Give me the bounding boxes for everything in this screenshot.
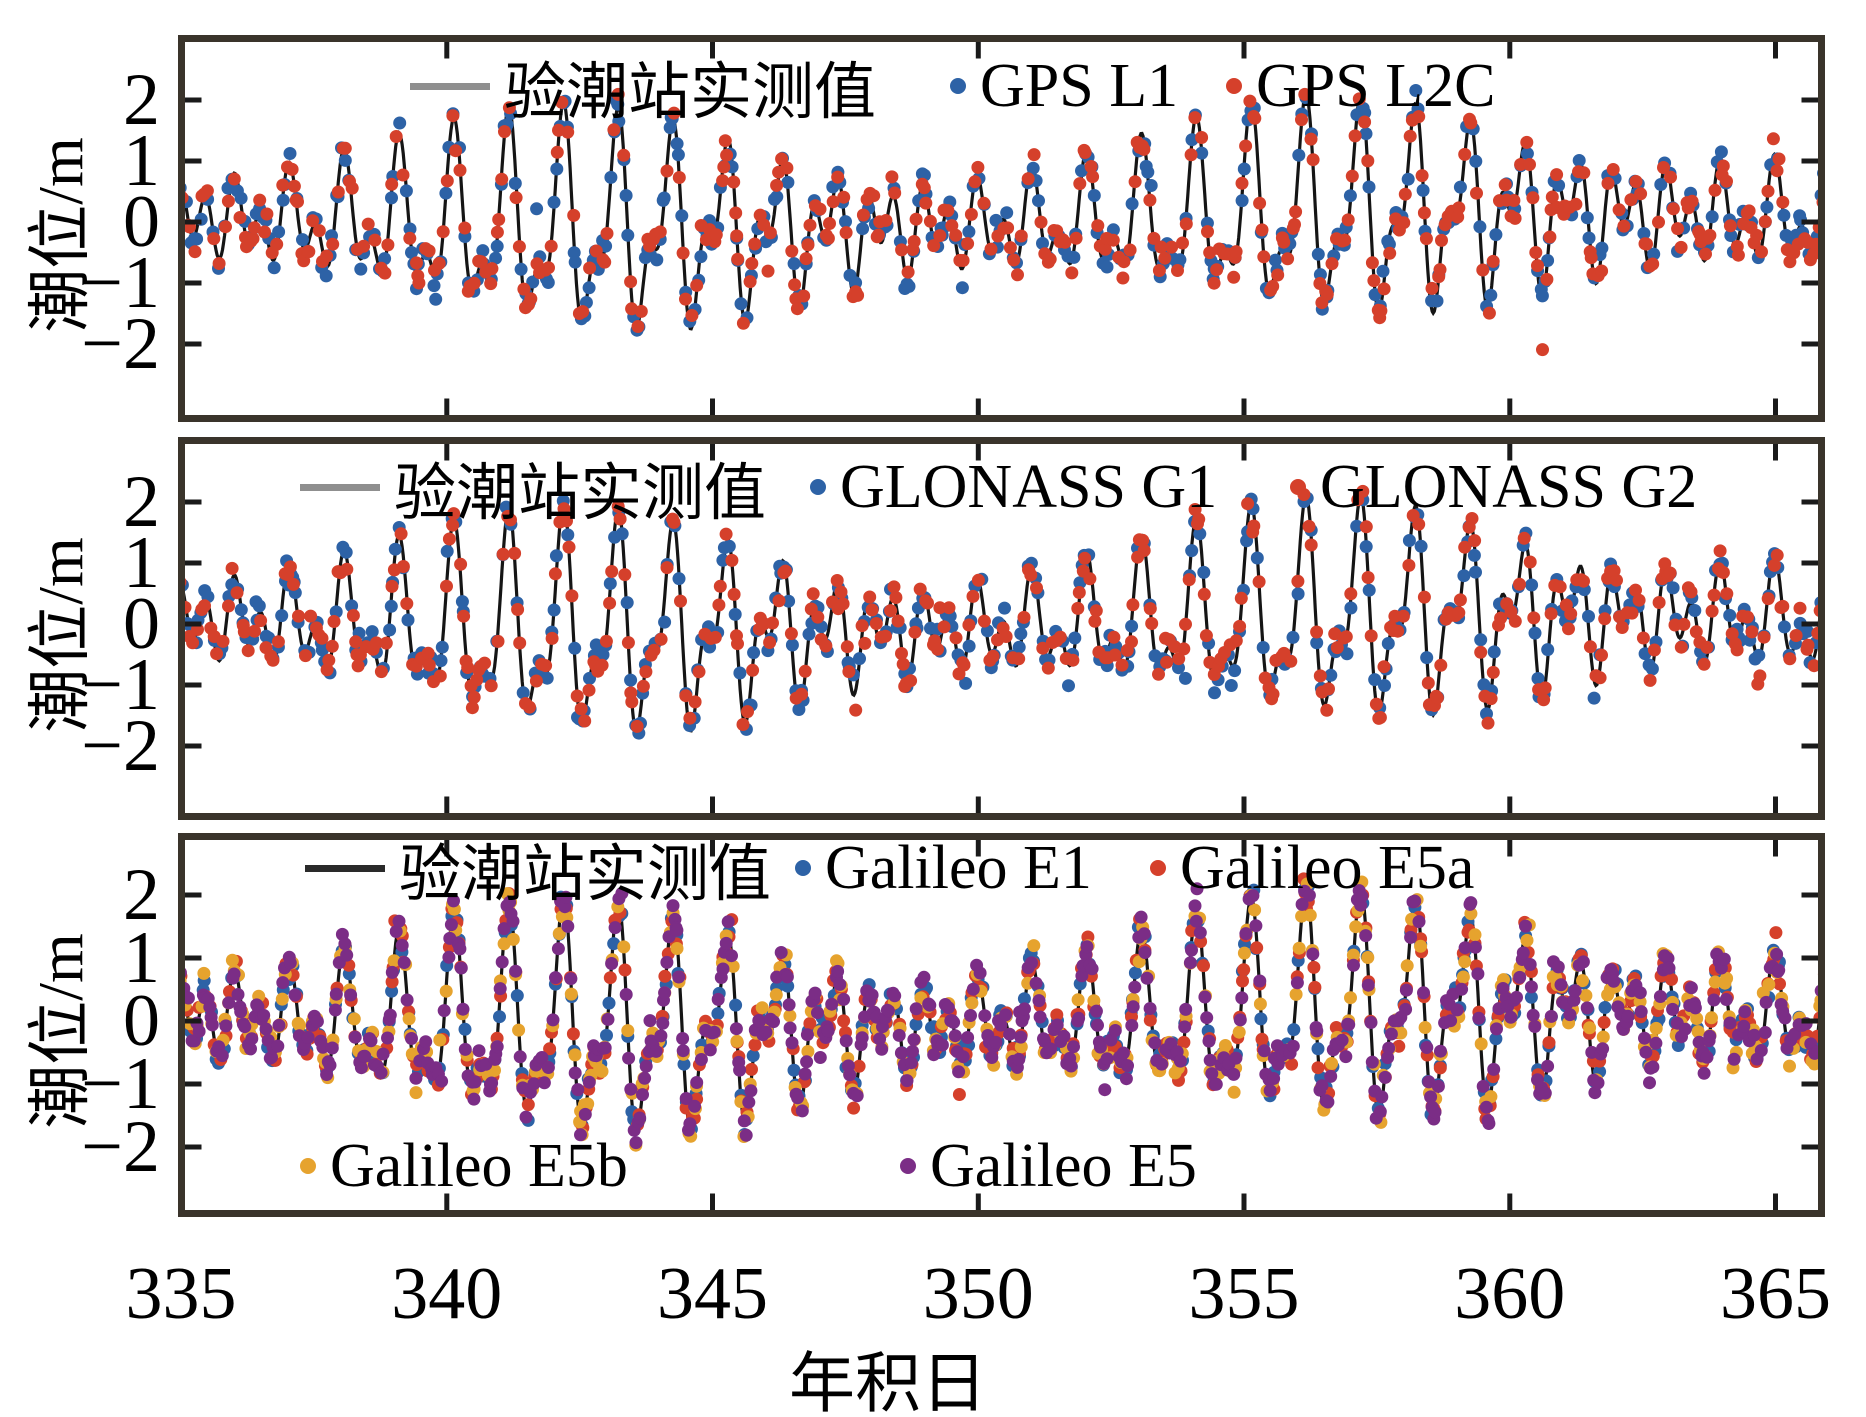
panel-1-plot: [178, 35, 1825, 422]
xtick-360: 360: [1454, 1253, 1566, 1335]
panel-3-legend-item-galileo-e5a: Galileo E5a: [1150, 832, 1474, 904]
legend-dot-galileo-e1: [795, 860, 811, 876]
panel-1-ytick-−2: −2: [81, 303, 160, 385]
plot-frame: [178, 437, 1825, 820]
legend-dot-glonass-g2: [1290, 479, 1306, 495]
panel-1-ytick-2: 2: [123, 59, 160, 141]
panel-1-ytick-0: 0: [123, 181, 160, 263]
xtick-345: 345: [657, 1253, 768, 1335]
panel-2-legend-item-glonass-g1: GLONASS G1: [810, 451, 1217, 523]
scatter-series-galileo-e5: [178, 882, 1825, 1150]
panel-3-ytick-−2: −2: [81, 1106, 160, 1188]
xtick-335: 335: [125, 1253, 237, 1335]
xtick-340: 340: [391, 1253, 503, 1335]
legend-label: GLONASS G2: [1320, 452, 1698, 521]
panel-3-ytick-1: 1: [123, 917, 160, 999]
panel-1-legend-item-验潮站实测值: 验潮站实测值: [410, 50, 876, 127]
xtick-350: 350: [922, 1253, 1034, 1335]
panel-3-legend-item-galileo-e5b: Galileo E5b: [300, 1130, 628, 1202]
x-axis-title: 年积日: [789, 1348, 987, 1417]
legend-dot-galileo-e5a: [1150, 860, 1166, 876]
panel-3-ytick-2: 2: [123, 854, 160, 936]
legend-label: GPS L2C: [1256, 51, 1496, 120]
panel-1-legend-item-gps-l2c: GPS L2C: [1226, 50, 1495, 122]
panel-2-ytick-2: 2: [123, 461, 160, 543]
legend-dot-gps-l1: [950, 78, 966, 94]
panel-3-legend-item-galileo-e5: Galileo E5: [900, 1130, 1197, 1202]
panel-1-ytick-1: 1: [123, 120, 160, 202]
legend-label: Galileo E5: [930, 1131, 1197, 1200]
panel-2-ytick-1: 1: [123, 522, 160, 604]
xtick-365: 365: [1720, 1253, 1831, 1335]
legend-label: Galileo E5b: [330, 1131, 628, 1200]
panel-3-legend-item-galileo-e1: Galileo E1: [795, 832, 1092, 904]
legend-dot-galileo-e5: [900, 1158, 916, 1174]
legend-label: 验潮站实测值: [504, 59, 877, 127]
panel-2-legend-item-验潮站实测值: 验潮站实测值: [300, 451, 766, 528]
legend-label: GLONASS G1: [840, 452, 1218, 521]
legend-label: Galileo E5a: [1180, 833, 1475, 902]
plot-frame: [178, 833, 1825, 1217]
legend-dot-glonass-g1: [810, 479, 826, 495]
legend-label: Galileo E1: [825, 833, 1092, 902]
legend-label: 验潮站实测值: [399, 841, 772, 909]
panel-3-ytick-0: 0: [123, 980, 160, 1062]
xtick-355: 355: [1188, 1253, 1300, 1335]
panel-3-legend-item-验潮站实测值: 验潮站实测值: [305, 832, 771, 909]
panel-2-ytick-−2: −2: [81, 705, 160, 787]
panel-2-plot: [178, 437, 1825, 820]
panel-3-plot: [178, 833, 1825, 1217]
legend-dot-gps-l2c: [1226, 78, 1242, 94]
plot-frame: [178, 35, 1825, 422]
legend-line-sample: [410, 82, 490, 90]
legend-dot-galileo-e5b: [300, 1158, 316, 1174]
panel-3-ytick-−1: −1: [81, 1043, 160, 1125]
legend-label: 验潮站实测值: [394, 460, 767, 528]
panel-1-ytick-−1: −1: [81, 242, 160, 324]
legend-label: GPS L1: [980, 51, 1179, 120]
panel-2-legend-item-glonass-g2: GLONASS G2: [1290, 451, 1697, 523]
panel-2-ytick-−1: −1: [81, 644, 160, 726]
legend-line-sample: [305, 864, 385, 872]
panel-2-ytick-0: 0: [123, 583, 160, 665]
panel-1-legend-item-gps-l1: GPS L1: [950, 50, 1178, 122]
legend-line-sample: [300, 483, 380, 491]
